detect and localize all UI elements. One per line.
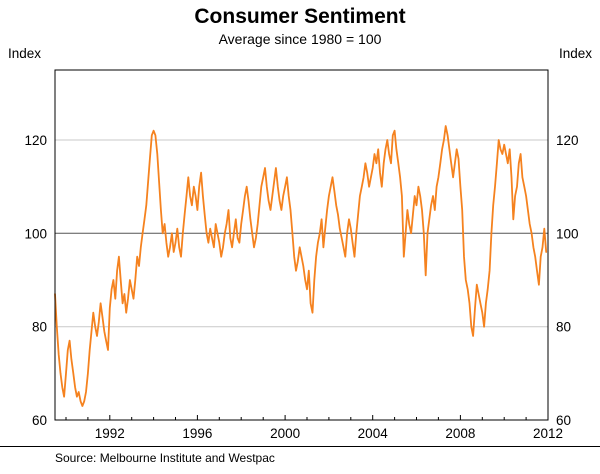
- source-note: Source: Melbourne Institute and Westpac: [55, 451, 275, 465]
- plot-frame: [54, 69, 549, 421]
- x-tick-label-1996: 1996: [182, 426, 212, 441]
- x-tick-label-2008: 2008: [445, 426, 475, 441]
- y-tick-label-right-60: 60: [556, 413, 571, 428]
- y-axis-label-left: Index: [8, 46, 42, 61]
- sentiment-line: [54, 125, 548, 407]
- x-tick-label-2004: 2004: [358, 426, 389, 441]
- y-axis-label-right: Index: [558, 46, 592, 61]
- page-title: Consumer Sentiment: [194, 5, 406, 28]
- x-tick-label-2000: 2000: [270, 426, 300, 441]
- y-tick-label-right-100: 100: [556, 226, 579, 241]
- footer-rule: [0, 446, 600, 447]
- y-tick-label-left-60: 60: [32, 413, 47, 428]
- chart-subtitle: Average since 1980 = 100: [218, 31, 382, 47]
- y-tick-label-left-100: 100: [24, 226, 47, 241]
- y-tick-label-right-80: 80: [556, 320, 571, 335]
- y-tick-label-left-120: 120: [24, 133, 47, 148]
- x-tick-label-2012: 2012: [533, 426, 563, 441]
- y-tick-label-left-80: 80: [32, 320, 47, 335]
- y-tick-label-right-120: 120: [556, 133, 579, 148]
- x-tick-label-1992: 1992: [95, 426, 125, 441]
